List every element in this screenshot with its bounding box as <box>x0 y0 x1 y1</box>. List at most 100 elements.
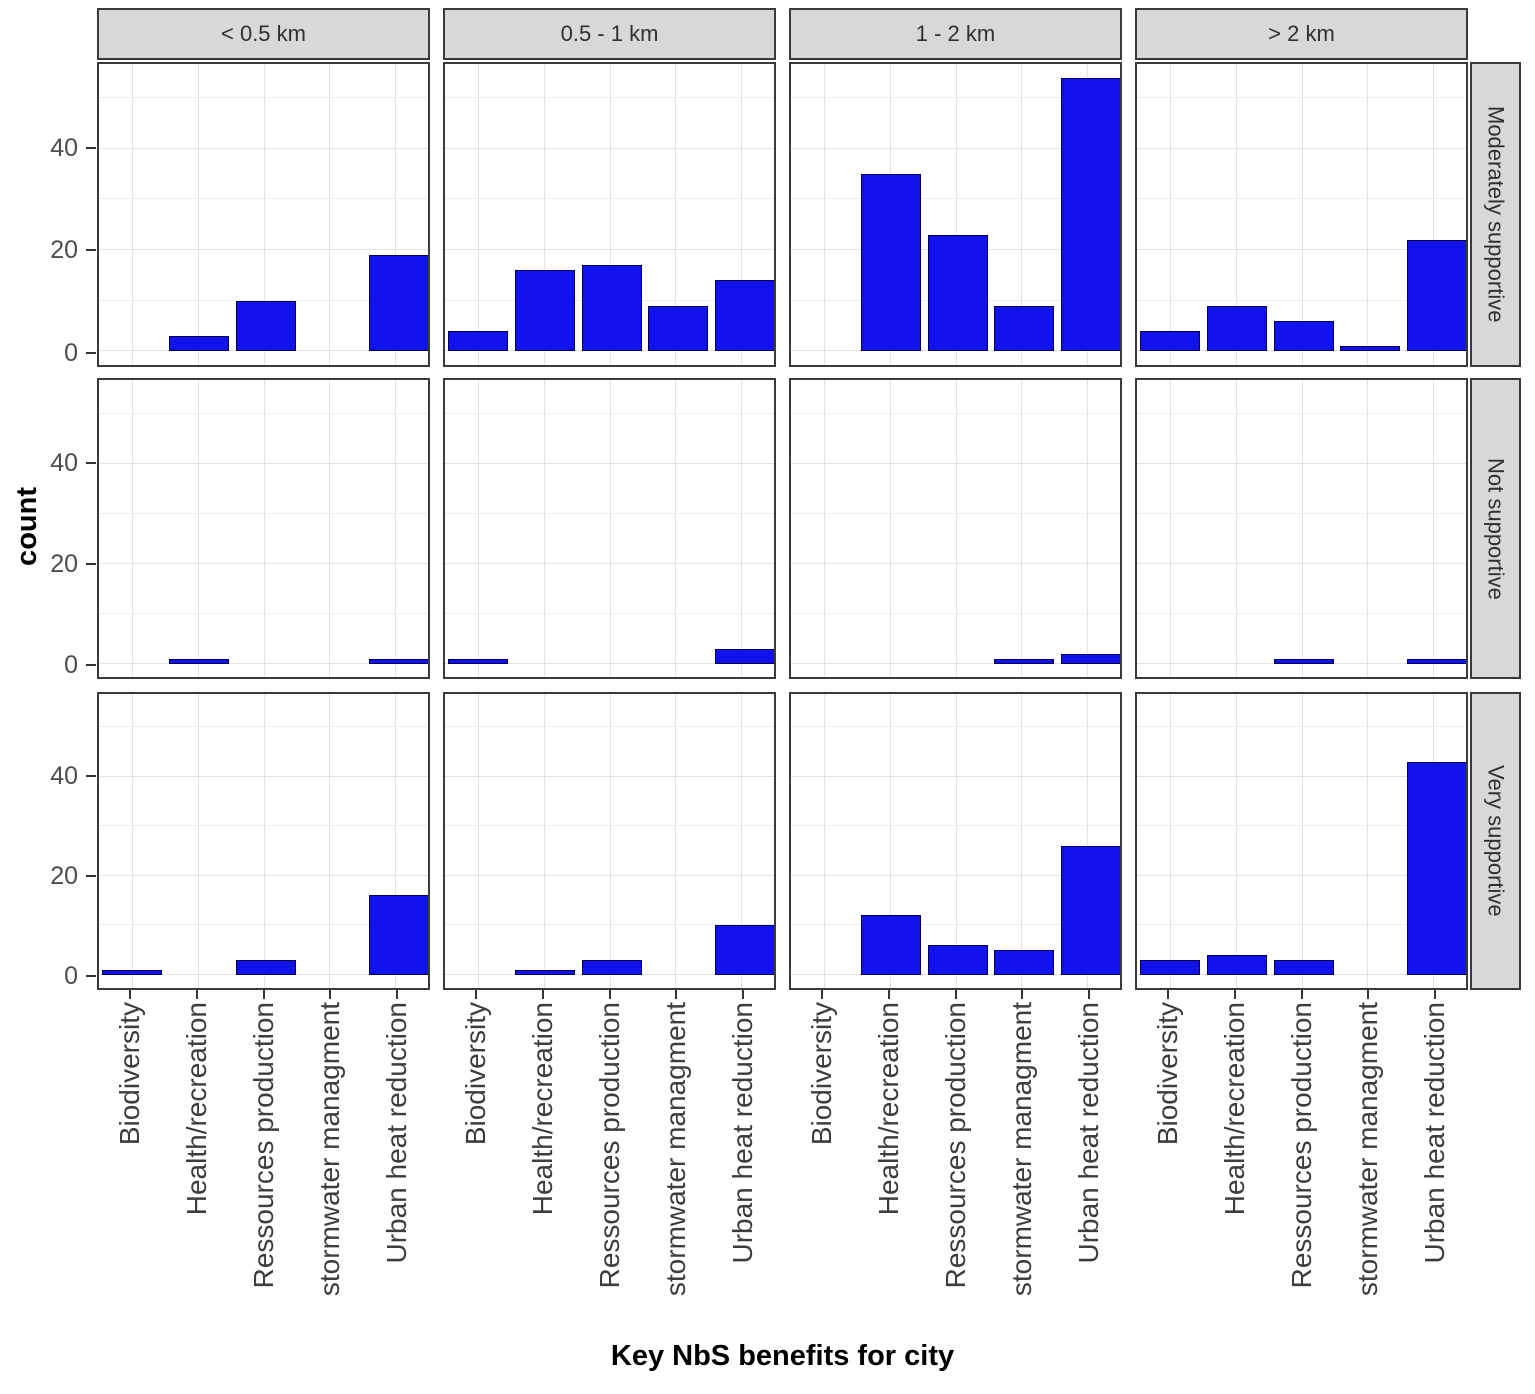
gridline <box>791 612 1120 614</box>
gridline <box>445 462 774 464</box>
gridline <box>1137 924 1466 926</box>
gridline <box>1235 380 1237 677</box>
gridline <box>741 64 743 365</box>
bar <box>715 925 774 975</box>
gridline <box>889 694 891 988</box>
gridline <box>395 380 397 677</box>
bar <box>1207 305 1267 352</box>
y-tick-mark <box>86 352 96 355</box>
gridline <box>791 198 1120 200</box>
x-category-label: Ressources production <box>247 1002 279 1289</box>
gridline <box>741 380 743 677</box>
bar <box>1407 239 1466 352</box>
x-tick-mark <box>608 990 611 999</box>
gridline <box>791 924 1120 926</box>
x-category-label: Urban heat reduction <box>380 1002 412 1264</box>
bar <box>994 658 1054 664</box>
facet-row-strip: Very supportive <box>1470 692 1521 990</box>
bar <box>1274 658 1334 664</box>
panel-r0-c0 <box>97 62 430 367</box>
gridline <box>1137 874 1466 876</box>
x-tick-mark <box>329 990 332 999</box>
gridline <box>329 694 331 988</box>
y-tick-mark <box>86 975 96 978</box>
gridline <box>1367 694 1369 988</box>
bar <box>1140 331 1200 352</box>
gridline <box>791 825 1120 827</box>
bar <box>102 969 162 975</box>
gridline <box>791 726 1120 728</box>
y-tick-label: 20 <box>50 862 78 891</box>
gridline <box>263 380 265 677</box>
gridline <box>445 726 774 728</box>
gridline <box>1137 562 1466 564</box>
gridline <box>1087 380 1089 677</box>
gridline <box>1137 147 1466 149</box>
gridline <box>329 64 331 365</box>
y-tick-mark <box>86 461 96 464</box>
bar <box>1274 959 1334 975</box>
y-tick-label: 40 <box>50 133 78 162</box>
gridline <box>791 874 1120 876</box>
x-category-label: Ressources production <box>593 1002 625 1289</box>
bar <box>1061 845 1120 975</box>
bar <box>1061 653 1120 664</box>
bar <box>369 895 428 975</box>
gridline <box>823 64 825 365</box>
x-tick-mark <box>1167 990 1170 999</box>
y-tick-label: 0 <box>64 339 78 368</box>
gridline <box>99 412 428 414</box>
gridline <box>675 694 677 988</box>
bar <box>169 658 229 664</box>
bar <box>515 270 575 352</box>
gridline <box>445 512 774 514</box>
gridline <box>1433 64 1435 365</box>
gridline <box>445 412 774 414</box>
gridline <box>609 380 611 677</box>
bar <box>582 959 642 975</box>
panel-r1-c0 <box>97 378 430 679</box>
gridline <box>99 726 428 728</box>
bar <box>715 280 774 352</box>
gridline <box>1137 412 1466 414</box>
x-tick-mark <box>195 990 198 999</box>
facet-row-strip: Moderately supportive <box>1470 62 1521 367</box>
gridline <box>1137 825 1466 827</box>
x-category-label: Urban heat reduction <box>1418 1002 1450 1264</box>
x-tick-mark <box>1433 990 1436 999</box>
bar <box>928 234 988 352</box>
facet-col-label: 1 - 2 km <box>915 21 996 46</box>
gridline <box>99 147 428 149</box>
panel-r1-c3 <box>1135 378 1468 679</box>
x-tick-mark <box>395 990 398 999</box>
gridline <box>1169 380 1171 677</box>
gridline <box>197 380 199 677</box>
gridline <box>1169 694 1171 988</box>
x-tick-mark <box>1300 990 1303 999</box>
gridline <box>445 924 774 926</box>
gridline <box>99 775 428 777</box>
y-tick-mark <box>86 875 96 878</box>
bar <box>369 255 428 352</box>
gridline <box>1235 64 1237 365</box>
gridline <box>445 562 774 564</box>
facet-col-label: 0.5 - 1 km <box>560 21 659 46</box>
gridline <box>99 562 428 564</box>
bar <box>169 336 229 352</box>
bar <box>448 658 508 664</box>
y-tick-label: 20 <box>50 236 78 265</box>
panel-r1-c2 <box>789 378 1122 679</box>
bar <box>648 305 708 352</box>
x-category-label: Urban heat reduction <box>726 1002 758 1264</box>
panel-r2-c0 <box>97 692 430 990</box>
x-axis-title: Key NbS benefits for city <box>610 1340 955 1372</box>
bar <box>861 915 921 975</box>
panel-r2-c1 <box>443 692 776 990</box>
bar <box>1207 954 1267 975</box>
y-tick-label: 20 <box>50 549 78 578</box>
gridline <box>1169 64 1171 365</box>
x-category-label: stormwater managment <box>1352 1002 1384 1297</box>
x-category-label: Health/recreation <box>526 1002 558 1216</box>
gridline <box>395 64 397 365</box>
gridline <box>445 612 774 614</box>
